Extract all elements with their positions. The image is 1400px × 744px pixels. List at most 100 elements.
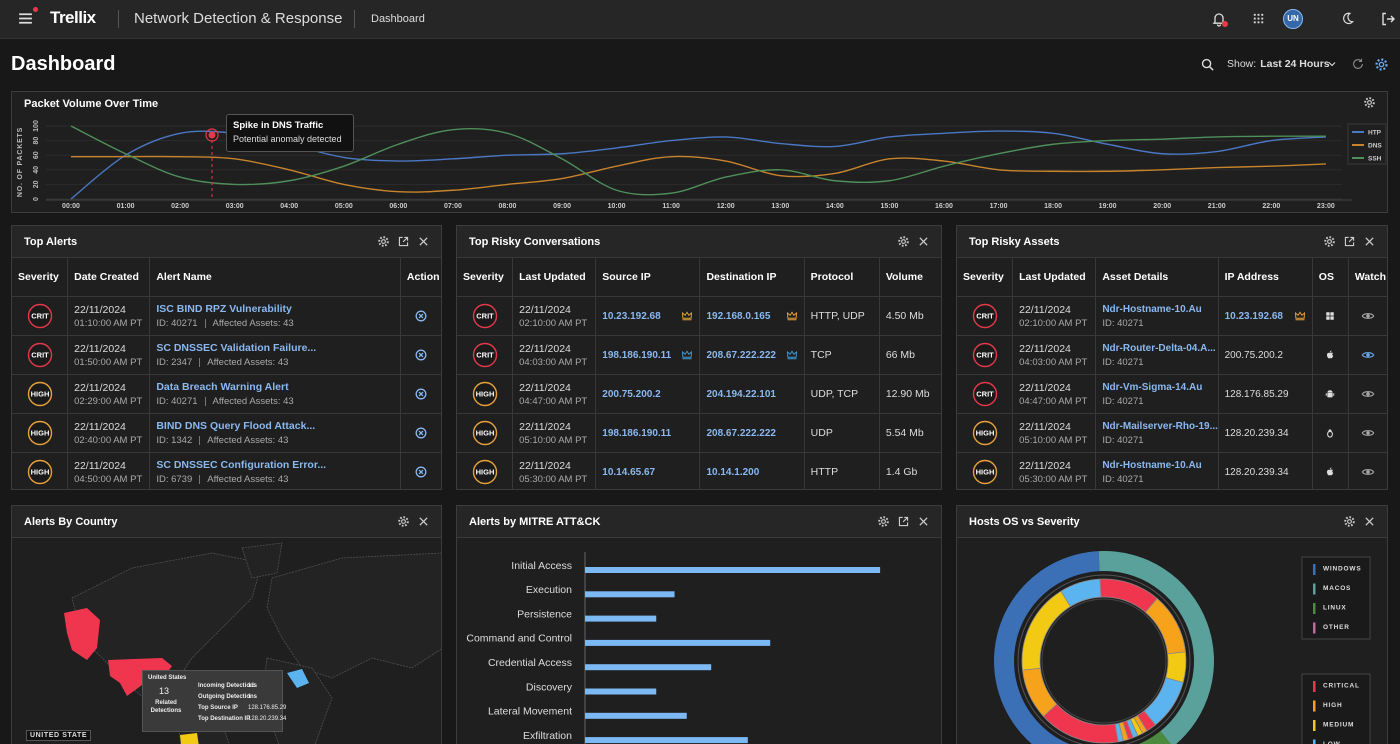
table-row[interactable]: HIGH22/11/202405:10:00 AM PT198.186.190.… — [457, 414, 942, 453]
icon-shape[interactable] — [1366, 518, 1373, 525]
icon-shape[interactable] — [419, 392, 423, 396]
ip-address[interactable]: 208.67.222.222 — [706, 350, 776, 361]
watch-toggle[interactable] — [1361, 387, 1375, 401]
watch-toggle[interactable] — [1361, 426, 1375, 440]
table-row[interactable]: CRIT22/11/202402:10:00 AM PTNdr-Hostname… — [957, 297, 1388, 336]
breadcrumb[interactable]: Dashboard — [371, 13, 425, 25]
icon-shape[interactable] — [1345, 517, 1354, 526]
ip-address[interactable]: 192.168.0.165 — [706, 311, 770, 322]
icon-shape[interactable] — [419, 431, 423, 435]
icon-shape[interactable] — [399, 517, 408, 526]
alert-name[interactable]: ISC BIND RPZ Vulnerability — [156, 303, 400, 315]
icon-shape[interactable] — [420, 238, 427, 245]
dismiss-button[interactable] — [414, 426, 428, 440]
icon-shape[interactable] — [379, 237, 388, 246]
icon-shape[interactable] — [882, 520, 886, 524]
icon-shape[interactable] — [1345, 237, 1353, 245]
bar[interactable] — [585, 689, 656, 695]
icon-shape[interactable] — [1354, 59, 1363, 69]
table-row[interactable]: HIGH22/11/202402:29:00 AM PTData Breach … — [12, 375, 442, 414]
settings-button[interactable] — [1374, 57, 1389, 72]
severity-segment[interactable] — [1166, 652, 1186, 683]
bar[interactable] — [585, 713, 687, 719]
icon-shape[interactable] — [19, 14, 32, 23]
ip-address[interactable]: 198.186.190.11 — [602, 350, 671, 361]
alert-name[interactable]: BIND DNS Query Flood Attack... — [156, 420, 400, 432]
ext-button[interactable] — [897, 515, 910, 528]
icon-shape[interactable] — [920, 238, 927, 245]
dismiss-button[interactable] — [414, 465, 428, 479]
table-row[interactable]: HIGH22/11/202404:47:00 AM PT200.75.200.2… — [457, 375, 942, 414]
icon-shape[interactable] — [1210, 67, 1214, 71]
close-button[interactable] — [1363, 235, 1376, 248]
gear-button[interactable] — [1343, 515, 1356, 528]
severity-segment[interactable] — [1100, 579, 1157, 612]
table-row[interactable]: CRIT22/11/202404:47:00 AM PTNdr-Vm-Sigma… — [957, 375, 1388, 414]
table-row[interactable]: CRIT22/11/202404:03:00 AM PT198.186.190.… — [457, 336, 942, 375]
ip-address[interactable]: 204.194.22.101 — [706, 389, 776, 400]
icon-shape[interactable] — [1366, 238, 1373, 245]
icon-shape[interactable] — [1379, 62, 1383, 66]
ip-address[interactable]: 10.23.192.68 — [1225, 311, 1283, 322]
table-row[interactable]: HIGH22/11/202404:50:00 AM PTSC DNSSEC Co… — [12, 453, 442, 491]
watch-toggle[interactable] — [1361, 309, 1375, 323]
gear-button[interactable] — [877, 515, 890, 528]
icon-shape[interactable] — [1366, 431, 1370, 435]
icon-shape[interactable] — [879, 517, 888, 526]
asset-name[interactable]: Ndr-Vm-Sigma-14.Au — [1102, 382, 1217, 393]
menu-button[interactable] — [17, 10, 34, 27]
alert-name[interactable]: Data Breach Warning Alert — [156, 381, 400, 393]
icon-shape[interactable] — [1366, 392, 1370, 396]
time-range-selector[interactable]: Show:Last 24 Hours — [1227, 58, 1330, 70]
icon-shape[interactable] — [402, 520, 406, 524]
gear-button[interactable] — [397, 515, 410, 528]
icon-shape[interactable] — [382, 240, 386, 244]
search-button[interactable] — [1200, 57, 1215, 72]
icon-shape[interactable] — [1348, 520, 1352, 524]
table-row[interactable]: HIGH22/11/202405:30:00 AM PT10.14.65.671… — [457, 453, 942, 491]
alert-name[interactable]: SC DNSSEC Configuration Error... — [156, 459, 400, 471]
ip-address[interactable]: 10.23.192.68 — [602, 311, 660, 322]
ip-address[interactable]: 10.14.1.200 — [706, 467, 759, 478]
icon-shape[interactable] — [1254, 14, 1263, 23]
asset-name[interactable]: Ndr-Hostname-10.Au — [1102, 304, 1217, 315]
dismiss-button[interactable] — [414, 387, 428, 401]
dismiss-button[interactable] — [414, 309, 428, 323]
ip-address[interactable]: 10.14.65.67 — [602, 467, 655, 478]
table-row[interactable]: CRIT22/11/202401:10:00 AM PTISC BIND RPZ… — [12, 297, 442, 336]
close-button[interactable] — [417, 515, 430, 528]
asset-name[interactable]: Ndr-Router-Delta-04.A... — [1102, 343, 1217, 354]
bar[interactable] — [585, 664, 711, 670]
close-button[interactable] — [917, 515, 930, 528]
table-row[interactable]: HIGH22/11/202402:40:00 AM PTBIND DNS Que… — [12, 414, 442, 453]
refresh-button[interactable] — [1351, 57, 1365, 71]
icon-shape[interactable] — [1366, 470, 1370, 474]
bar[interactable] — [585, 640, 770, 646]
icon-shape[interactable] — [899, 517, 907, 525]
dismiss-button[interactable] — [414, 348, 428, 362]
watch-toggle[interactable] — [1361, 465, 1375, 479]
table-row[interactable]: CRIT22/11/202402:10:00 AM PT10.23.192.68… — [457, 297, 942, 336]
gear-button[interactable] — [1323, 235, 1336, 248]
country-highlight[interactable] — [180, 733, 200, 744]
icon-shape[interactable] — [419, 314, 423, 318]
icon-shape[interactable] — [1203, 60, 1211, 68]
icon-shape[interactable] — [419, 470, 423, 474]
time-range-chevron[interactable] — [1326, 58, 1338, 70]
icon-shape[interactable] — [399, 237, 407, 245]
asset-name[interactable]: Ndr-Mailserver-Rho-19... — [1102, 421, 1217, 432]
icon-shape[interactable] — [902, 240, 906, 244]
bar[interactable] — [585, 591, 675, 597]
ip-address[interactable]: 200.75.200.2 — [602, 389, 660, 400]
close-button[interactable] — [417, 235, 430, 248]
icon-shape[interactable] — [1325, 237, 1334, 246]
icon-shape[interactable] — [1366, 353, 1370, 357]
icon-shape[interactable] — [1383, 14, 1394, 25]
ip-address[interactable]: 208.67.222.222 — [706, 428, 776, 439]
bar[interactable] — [585, 567, 880, 573]
icon-shape[interactable] — [899, 237, 908, 246]
icon-shape[interactable] — [1344, 13, 1353, 23]
ext-button[interactable] — [1343, 235, 1356, 248]
country-highlight[interactable] — [64, 608, 100, 660]
icon-shape[interactable] — [1366, 314, 1370, 318]
